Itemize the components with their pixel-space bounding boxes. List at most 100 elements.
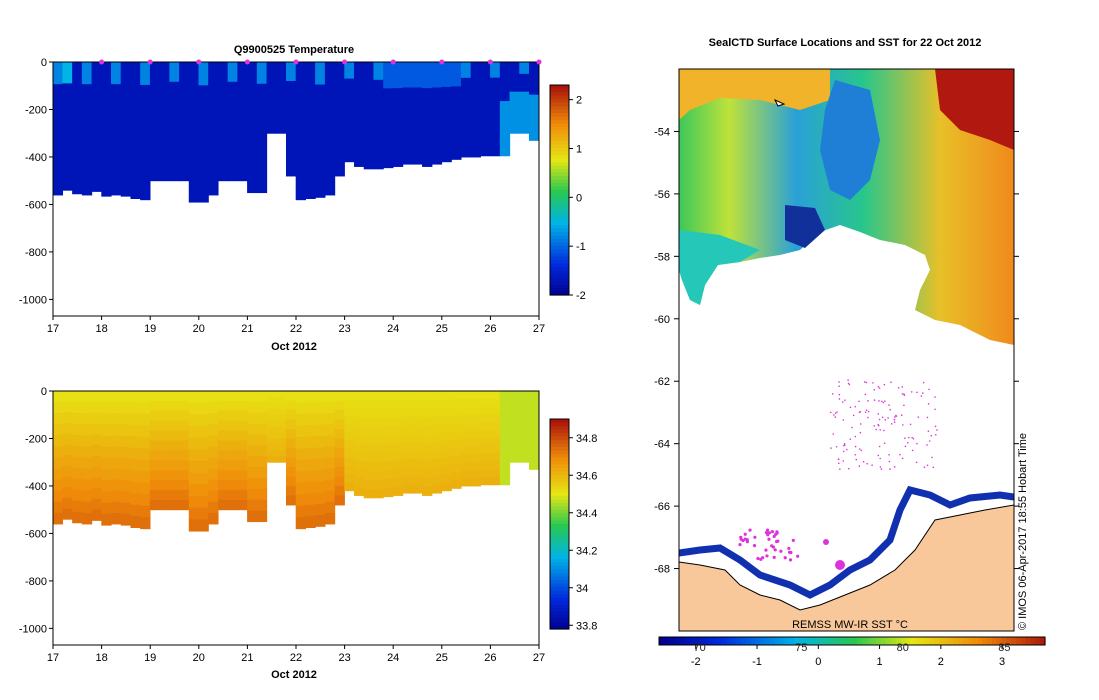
profile-cell [149, 420, 161, 432]
profile-cell [373, 97, 384, 108]
profile-cell [227, 101, 238, 112]
seal-track-point [842, 450, 845, 453]
profile-cell [402, 450, 413, 460]
profile-cell [431, 467, 443, 477]
profile-cell [217, 489, 229, 501]
profile-cell [528, 462, 540, 470]
profile-cell [528, 391, 540, 399]
profile-cell [149, 141, 161, 152]
seal-track-point [932, 466, 935, 469]
profile-cell [451, 86, 462, 95]
profile-cell [324, 479, 336, 492]
profile-cell [363, 462, 375, 472]
profile-cell [499, 453, 511, 462]
profile-cell [383, 479, 394, 489]
lat-tick-label: -56 [654, 189, 670, 201]
profile-cell [159, 420, 170, 432]
colorbar-swatch [550, 225, 569, 230]
profile-cell [91, 148, 102, 160]
profile-cell [412, 79, 423, 89]
seal-track-point [841, 401, 844, 403]
profile-cell [354, 486, 365, 496]
profile-cell [373, 480, 384, 490]
profile-marker [390, 59, 396, 65]
profile-cell [91, 401, 102, 414]
profile-cell [208, 446, 219, 458]
profile-cell [490, 391, 501, 400]
profile-cell [295, 176, 307, 189]
profile-cell [392, 114, 404, 124]
profile-cell [179, 450, 190, 461]
y-tick-label: -1000 [19, 623, 47, 635]
profile-cell [81, 501, 93, 514]
profile-cell [470, 85, 481, 95]
seal-track-point [847, 379, 849, 381]
profile-cell [295, 119, 307, 132]
profile-cell [101, 446, 112, 459]
profile-cell [295, 448, 307, 461]
profile-cell [451, 407, 462, 416]
profile-cell [91, 509, 102, 521]
profile-cell [159, 121, 170, 132]
profile-cell [422, 425, 433, 436]
profile-marker [536, 59, 542, 65]
seal-track-point [835, 445, 838, 448]
profile-cell [402, 425, 413, 435]
seal-track-point [838, 381, 840, 383]
colorbar-swatch [736, 637, 742, 645]
profile-cell [111, 73, 122, 85]
profile-cell [392, 122, 404, 133]
profile-cell [149, 111, 161, 122]
profile-cell [208, 490, 219, 503]
seal-track-point [901, 386, 904, 388]
profile-cell [217, 391, 229, 402]
profile-cell [247, 467, 258, 479]
profile-cell [198, 461, 209, 474]
lat-tick-label: -60 [654, 314, 670, 326]
profile-cell [140, 413, 151, 426]
profile-cell [111, 95, 122, 107]
profile-cell [101, 513, 112, 526]
profile-cell [519, 444, 530, 451]
profile-cell [217, 470, 229, 481]
profile-cell [509, 444, 520, 451]
y-tick-label: -600 [25, 528, 47, 540]
profile-cell [130, 73, 141, 86]
colorbar-label: REMSS MW-IR SST °C [792, 619, 908, 631]
profile-cell [72, 83, 83, 96]
profile-cell [480, 469, 491, 478]
profile-cell [72, 62, 83, 74]
profile-cell [373, 471, 384, 481]
profile-cell [373, 444, 384, 454]
profile-cell [111, 479, 122, 492]
profile-cell [52, 424, 64, 436]
profile-cell [198, 62, 209, 75]
profile-cell [52, 73, 64, 85]
profile-cell [188, 461, 200, 474]
profile-cell [52, 391, 64, 403]
profile-cell [179, 489, 190, 501]
profile-cell [354, 434, 365, 444]
profile-cell [392, 425, 404, 436]
profile-cell [509, 109, 520, 116]
profile-cell [159, 460, 170, 471]
profile-cell [363, 88, 375, 99]
profile-cell [480, 476, 491, 486]
profile-cell [392, 157, 404, 167]
profile-cell [101, 129, 112, 141]
seal-track-point [928, 440, 931, 442]
seal-track-point [894, 416, 896, 418]
salinity-section-panel: 17 18 19 20 21 22 23 24 25 26 27 0-200-400-600-800… [19, 386, 598, 681]
profile-cell [237, 160, 248, 172]
colorbar-tick-label: 34.4 [576, 508, 597, 520]
seal-track-point [838, 385, 840, 387]
profile-cell [441, 103, 452, 113]
profile-cell [198, 507, 209, 520]
profile-cell [237, 470, 248, 481]
profile-cell [140, 107, 151, 120]
seal-track-point [934, 425, 937, 428]
profile-cell [363, 97, 375, 108]
colorbar-swatch [813, 637, 819, 645]
profile-cell [509, 97, 520, 105]
colorbar-tick-label: 34.6 [576, 470, 597, 482]
